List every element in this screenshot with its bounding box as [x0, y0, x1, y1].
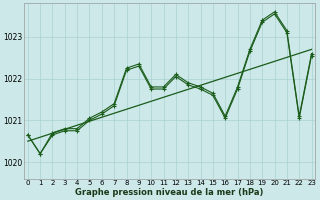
X-axis label: Graphe pression niveau de la mer (hPa): Graphe pression niveau de la mer (hPa)	[76, 188, 264, 197]
